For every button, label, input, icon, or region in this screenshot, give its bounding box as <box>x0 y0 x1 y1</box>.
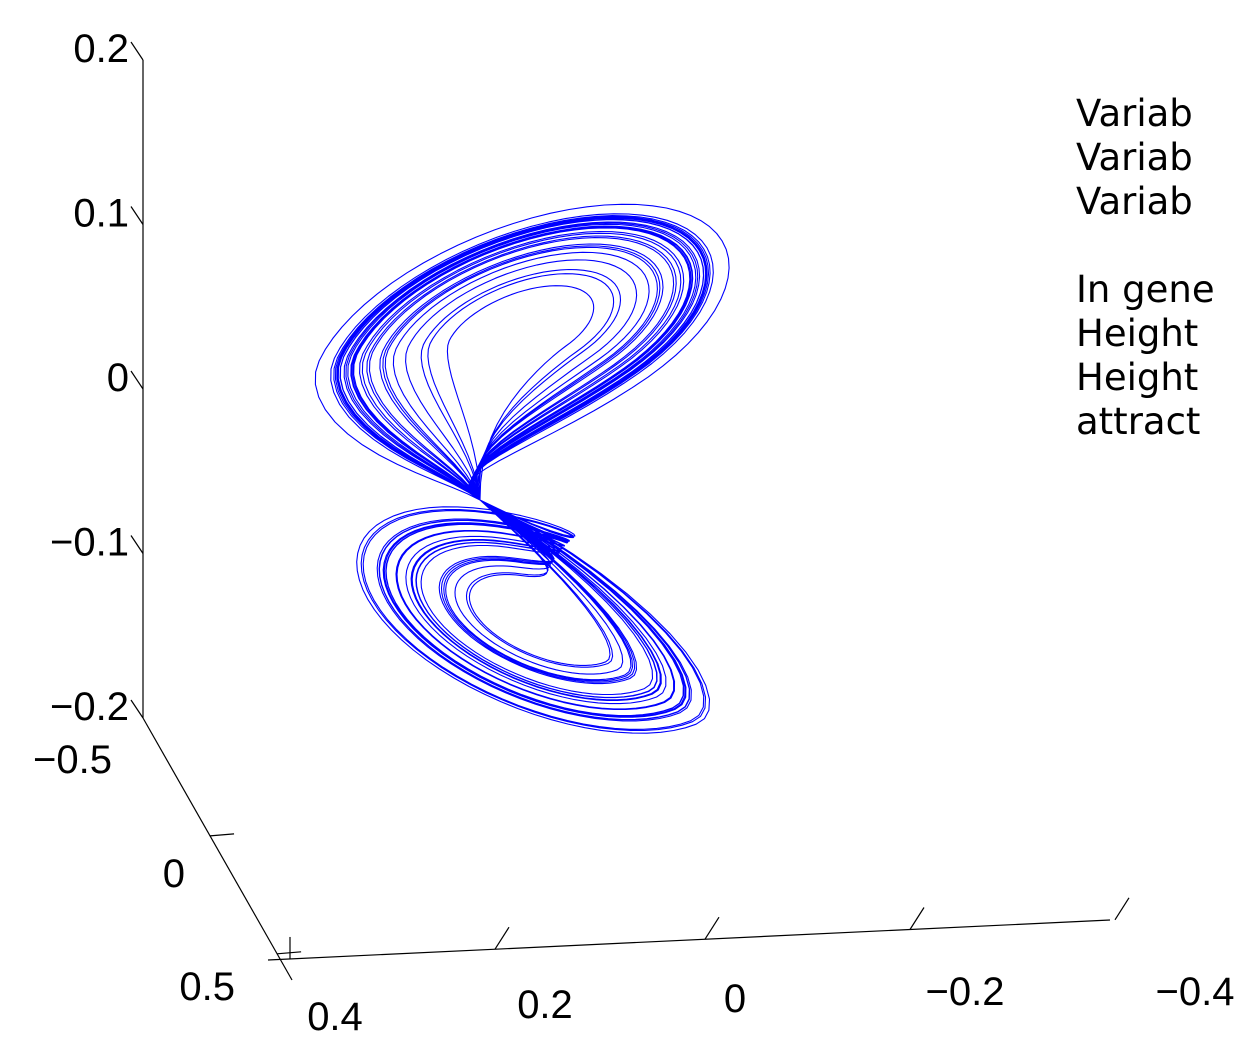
vertical-tick-label: 0.2 <box>73 27 129 71</box>
depth-tick <box>277 951 302 955</box>
axis-tick-labels: 0.2 0.1 0 −0.1 −0.2 −0.5 0 0.5 0.4 0.2 0 −0.2 −0.4 <box>33 27 1234 1039</box>
panel-line-7: attract <box>1076 400 1201 443</box>
axis-ticks <box>130 41 1130 959</box>
horizontal-tick <box>909 907 925 930</box>
depth-tick-label: −0.5 <box>33 738 112 782</box>
axes-frame <box>142 60 1111 981</box>
horizontal-tick <box>494 926 510 950</box>
horizontal-tick <box>704 916 720 940</box>
depth-tick-label: 0 <box>163 852 185 896</box>
panel-line-1: Variab <box>1076 92 1193 135</box>
panel-line-4: In gene <box>1076 268 1215 311</box>
text-panel: Variab Variab Variab In gene Height Heig… <box>1076 92 1238 444</box>
depth-tick-label: 0.5 <box>179 965 235 1009</box>
horizontal-tick-label: −0.4 <box>1156 970 1235 1014</box>
panel-line-5: Height <box>1076 312 1199 355</box>
horizontal-tick-label: 0.4 <box>307 995 363 1039</box>
horizontal-tick-label: 0 <box>724 977 746 1021</box>
depth-tick <box>210 833 235 837</box>
vertical-tick <box>130 535 144 554</box>
vertical-tick-label: −0.1 <box>50 521 129 565</box>
vertical-tick <box>130 699 144 719</box>
vertical-tick-label: 0.1 <box>73 192 129 236</box>
horizontal-tick-label: 0.2 <box>517 983 573 1027</box>
panel-line-2: Variab <box>1076 136 1193 179</box>
panel-line-6: Height <box>1076 356 1199 399</box>
depth-axis-line <box>142 717 293 981</box>
vertical-tick-label: −0.2 <box>50 685 129 729</box>
horizontal-axis-line <box>267 919 1111 961</box>
horizontal-tick <box>1114 897 1130 921</box>
panel-line-3: Variab <box>1076 180 1193 223</box>
attractor-trajectory <box>314 203 730 734</box>
attractor-curve <box>314 203 730 734</box>
vertical-tick <box>130 41 144 61</box>
vertical-tick <box>130 370 144 390</box>
vertical-tick <box>130 206 144 225</box>
horizontal-tick-label: −0.2 <box>926 970 1005 1014</box>
vertical-tick-label: 0 <box>107 356 129 400</box>
